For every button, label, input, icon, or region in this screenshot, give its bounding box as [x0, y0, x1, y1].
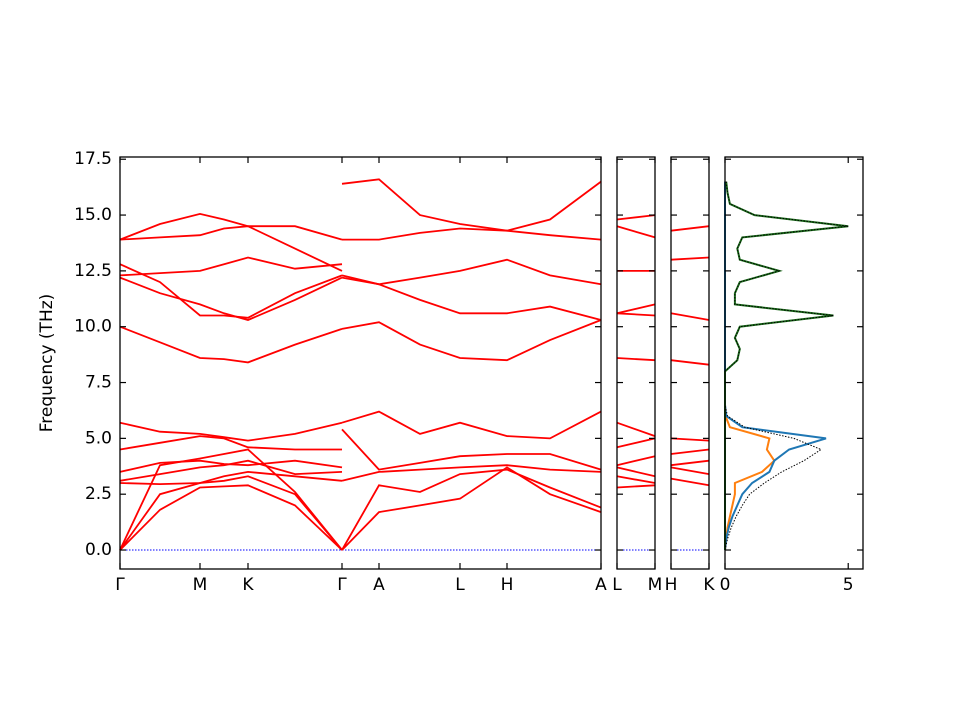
band-line	[119, 421, 343, 442]
x-tick-label: 0	[720, 575, 731, 595]
panel-frame	[670, 156, 710, 570]
panel-frame	[724, 156, 864, 570]
y-axis-label: Frequency (THz)	[37, 294, 57, 433]
band-line	[670, 466, 710, 475]
band-line	[119, 459, 343, 473]
band-line	[342, 227, 602, 241]
x-tick-label: Γ	[337, 575, 347, 595]
band-line	[616, 225, 656, 239]
band-line	[616, 437, 656, 449]
band-line	[670, 459, 710, 467]
band-line	[616, 475, 656, 484]
band-line	[119, 256, 343, 277]
band-line	[119, 212, 343, 241]
x-tick-label: 5	[843, 575, 854, 595]
y-tick-label: 10.0	[74, 317, 112, 337]
band-line	[670, 437, 710, 442]
band-line	[341, 428, 602, 471]
band-line	[616, 312, 656, 317]
band-line	[341, 410, 602, 440]
y-tick-label: 17.5	[74, 149, 112, 169]
band-line	[341, 466, 602, 551]
band-line	[616, 455, 656, 467]
panel-frame	[616, 156, 656, 570]
band-line	[341, 464, 602, 482]
band-line	[670, 256, 710, 261]
dos-line	[724, 181, 849, 551]
band-line	[119, 276, 343, 321]
band-line	[616, 357, 656, 362]
x-tick-label: A	[373, 575, 385, 595]
band-line	[119, 470, 343, 486]
x-tick-label: L	[612, 575, 622, 595]
x-tick-label: Γ	[115, 575, 125, 595]
band-line	[670, 225, 710, 232]
x-tick-label: K	[242, 575, 254, 595]
band-line	[341, 258, 602, 286]
band-line	[119, 484, 343, 551]
band-line	[616, 303, 656, 315]
band-line	[119, 448, 343, 551]
y-tick-label: 0.0	[85, 540, 112, 560]
dos-line	[724, 181, 827, 551]
band-line	[670, 359, 710, 366]
band-line	[616, 214, 656, 221]
x-tick-label: K	[703, 575, 715, 595]
band-line	[119, 225, 343, 272]
band-line	[119, 325, 343, 364]
band-line	[341, 468, 602, 551]
band-line	[670, 477, 710, 487]
y-tick-label: 2.5	[85, 484, 112, 504]
x-tick-label: H	[665, 575, 678, 595]
band-line	[616, 466, 656, 478]
band-line	[616, 421, 656, 437]
band-line	[119, 435, 342, 451]
band-line	[119, 475, 343, 551]
x-tick-label: M	[648, 575, 663, 595]
band-line	[670, 312, 710, 321]
x-tick-label: H	[501, 575, 514, 595]
band-line	[119, 263, 343, 319]
x-tick-label: A	[595, 575, 607, 595]
panel-frame	[119, 156, 602, 570]
x-tick-label: L	[455, 575, 465, 595]
y-tick-label: 7.5	[85, 373, 112, 393]
band-line	[119, 459, 343, 482]
x-tick-label: M	[193, 575, 208, 595]
band-line	[616, 484, 656, 489]
band-line	[670, 448, 710, 455]
y-tick-label: 5.0	[85, 428, 112, 448]
y-tick-label: 15.0	[74, 205, 112, 225]
band-line	[341, 319, 602, 362]
y-tick-label: 12.5	[74, 261, 112, 281]
band-line	[341, 178, 602, 232]
